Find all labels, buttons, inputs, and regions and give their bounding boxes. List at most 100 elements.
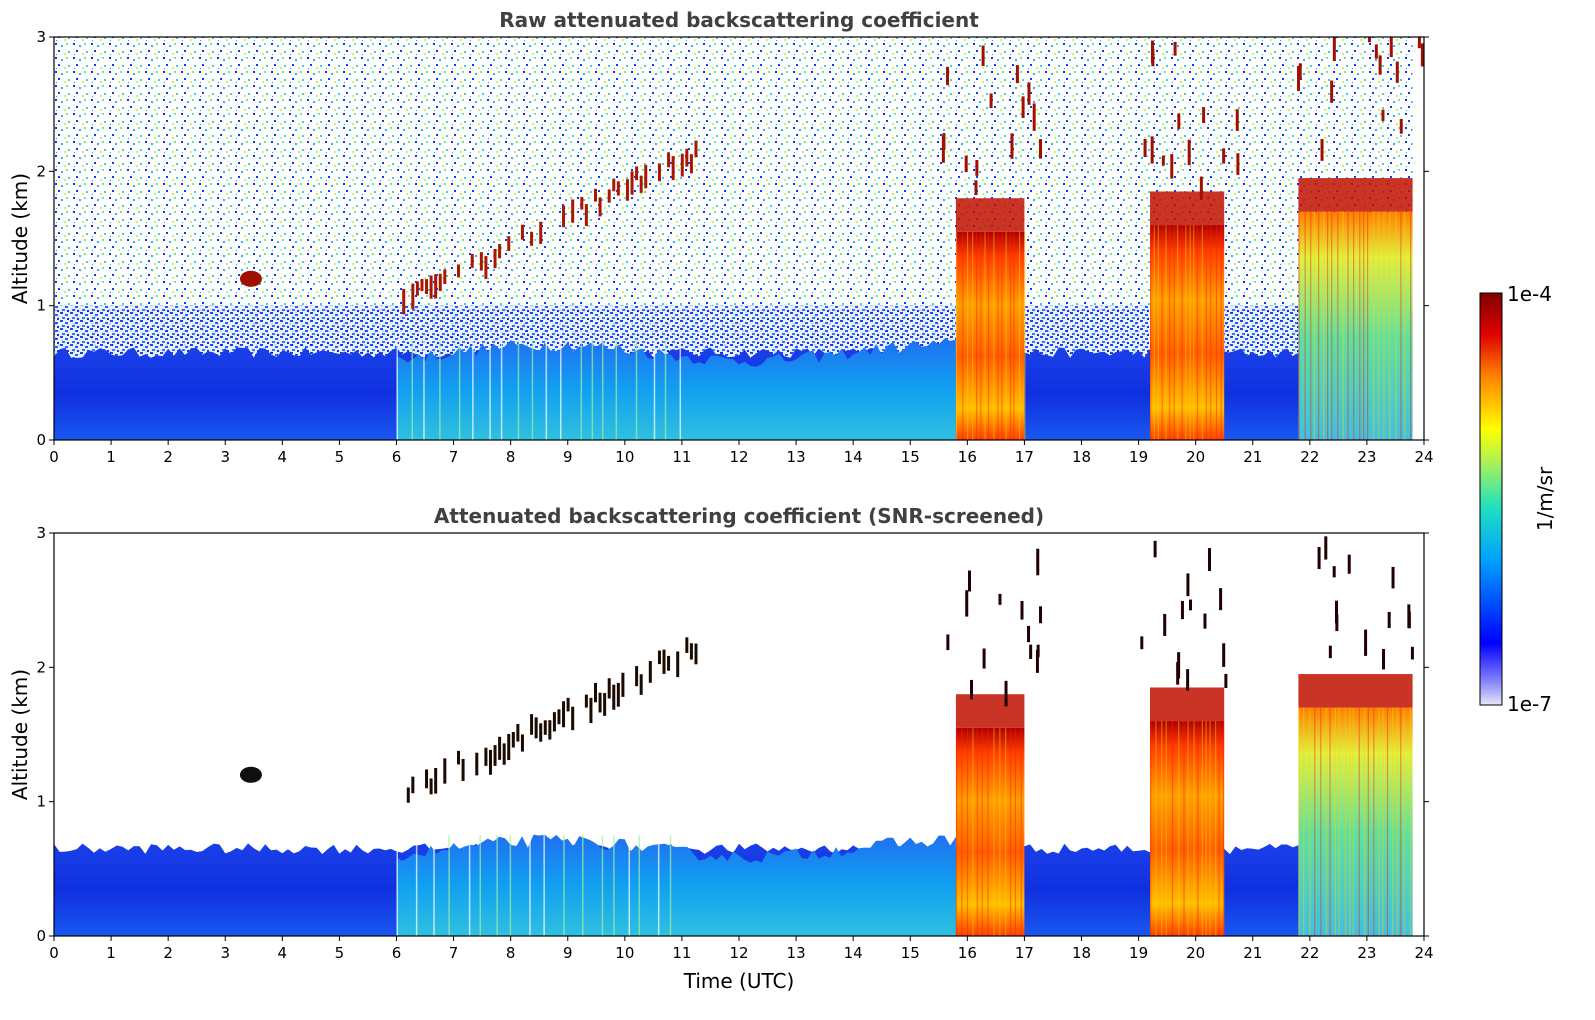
x-tick-label: 20 [1186,944,1205,962]
cloud-streak [976,231,978,440]
x-tick-label: 14 [844,448,863,466]
aerosol-streak [531,339,534,440]
cloud-streak [1331,211,1333,440]
aerosol-streak [529,835,531,936]
x-tick-label: 8 [506,448,516,466]
cloud-fragment [1399,119,1403,134]
cloud-layer-segment [667,152,671,168]
x-tick-label: 21 [1243,944,1262,962]
cloud-streak [1168,225,1171,440]
cloud-layer-segment [625,179,629,201]
aerosol-streak [423,339,425,440]
x-tick-label: 4 [278,944,288,962]
aerosol-streak [653,339,656,440]
cloud-fragment [1335,614,1339,632]
cloud-layer-segment [635,166,639,181]
y-tick-label: 2 [36,162,46,180]
x-tick-label: 9 [563,944,573,962]
cloud-streak [1150,721,1152,936]
aerosol-streak [669,835,672,936]
cloud-streak [1298,707,1300,936]
x-tick-label: 13 [787,944,806,962]
cloud-fragment [1407,604,1411,629]
cloud-streak [1177,225,1179,440]
cloud-fragment [1170,154,1174,179]
cloud-column [1150,721,1225,936]
x-tick-label: 12 [729,448,748,466]
cloud-layer-segment [484,256,488,280]
y-tick-label: 0 [36,927,46,945]
cloud-fragment [1039,139,1043,159]
cloud-layer-segment [493,248,497,269]
cloud-layer-segment [598,692,602,713]
cloud-layer-segment [694,643,698,665]
cloud-layer-segment [689,154,693,174]
cloud-streak [1209,721,1211,936]
cloud-streak [1220,225,1222,440]
aerosol-streak [679,339,682,440]
x-tick-label: 2 [163,944,173,962]
cloud-streak [1410,211,1412,440]
cloud-layer-segment [689,643,693,660]
cloud-streak [1014,727,1016,936]
cloud-streak [1363,211,1365,440]
cloud-streak [1171,721,1174,936]
cloud-streak [1215,721,1217,936]
cloud-fragment [1235,109,1239,131]
cloud-streak [1378,707,1380,936]
x-axis-label: Time (UTC) [683,969,795,993]
cloud-streak [1358,707,1360,936]
x-tick-label: 22 [1300,944,1319,962]
chart-panel-1: 0 1 2 3 4 5 6 7 8 9 10 11 12 13 14 15 16 17 18 19 20 21 22 23 24… [8,8,1434,466]
cloud-fragment [1036,548,1040,576]
cloud-fragment [1199,176,1203,200]
cloud-streak [1392,707,1394,936]
cloud-streak [1337,211,1339,440]
cloud-streak [1165,225,1167,440]
x-tick-label: 14 [844,944,863,962]
x-tick-label: 10 [615,448,634,466]
aerosol-streak [411,339,414,440]
cloud-layer-segment [534,717,538,739]
aerosol-streak [433,835,435,936]
cloud-streak [1193,225,1195,440]
cloud-layer-segment [520,224,524,240]
cloud-base [955,694,1025,728]
cloud-layer-segment [594,188,598,202]
cloud-fragment [1020,600,1024,620]
cloud-layer-segment [457,264,461,278]
cloud-layer-segment [475,752,479,776]
cloud-layer-segment [616,181,620,196]
aerosol-streak [628,835,631,936]
cloud-streak [1338,707,1340,936]
cloud-streak [972,231,974,440]
aerosol-streak [615,339,618,440]
x-tick-label: 1 [106,944,116,962]
aerosol-streak [458,339,461,440]
cloud-layer-segment [584,204,588,227]
cloud-layer-segment [507,236,511,251]
cloud-layer-segment [685,637,689,653]
x-tick-label: 13 [787,448,806,466]
cloud-streak [993,727,995,936]
cloud-column [955,727,1025,936]
chart-title: Raw attenuated backscattering coefficien… [499,8,979,32]
x-tick-label: 21 [1243,448,1262,466]
cloud-fragment [1187,139,1191,166]
aerosol-streak [468,835,471,936]
cloud-streak [1349,707,1351,936]
aerosol-streak [635,339,638,440]
x-tick-label: 4 [278,448,288,466]
x-tick-label: 11 [672,448,691,466]
cloud-column [1298,211,1413,440]
cloud-fragment [1177,113,1181,130]
cloud-layer-segment [635,666,639,687]
cloud-fragment [1027,82,1031,105]
cloud-fragment [981,45,985,67]
aerosol-streak [396,835,398,936]
cloud-streak [1201,225,1203,440]
cloud-streak [1386,707,1389,936]
cloud-layer-segment [639,674,643,695]
cloud-fragment [1347,554,1351,574]
cloud-streak [1373,707,1375,936]
